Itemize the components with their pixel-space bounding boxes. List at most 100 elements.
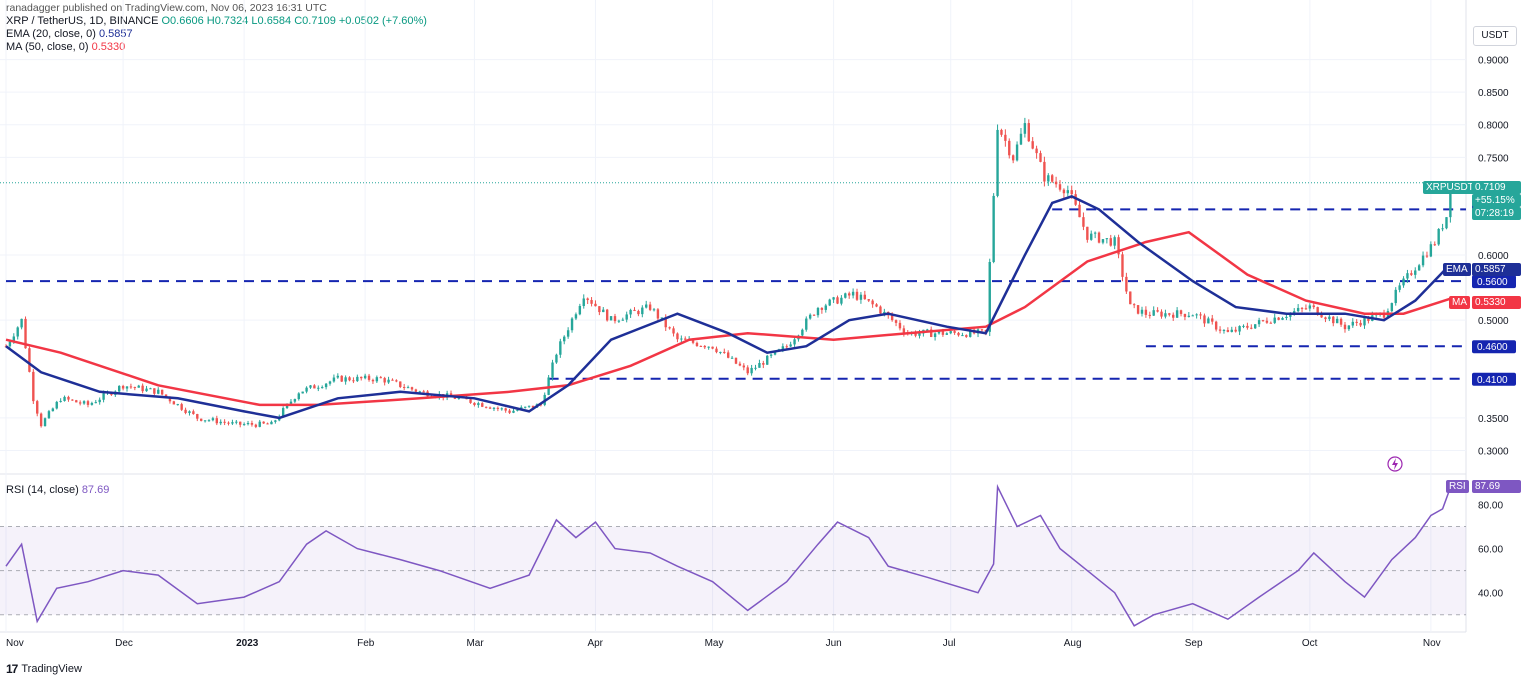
candle-body <box>789 344 792 347</box>
candle-body <box>1031 141 1034 149</box>
price-tick-label: 0.3000 <box>1478 446 1509 457</box>
candle-body <box>969 329 972 337</box>
candle-body <box>723 351 726 353</box>
candle-body <box>340 375 343 382</box>
candle-body <box>391 379 394 381</box>
candle-body <box>699 345 703 347</box>
candle-body <box>980 329 984 331</box>
rsi-legend-value: 87.69 <box>81 484 110 496</box>
candle-body <box>625 314 628 320</box>
candle-body <box>145 388 148 392</box>
candle-body <box>1257 320 1261 325</box>
candle-body <box>1093 232 1097 234</box>
candle-body <box>1000 129 1003 135</box>
candle-body <box>508 410 511 413</box>
candle-body <box>1047 175 1050 182</box>
candle-body <box>1011 155 1015 161</box>
candle-body <box>1195 314 1198 316</box>
candle-body <box>28 348 31 372</box>
candle-body <box>492 407 496 409</box>
candle-body <box>1019 133 1023 145</box>
candle-body <box>863 294 867 300</box>
candle-body <box>1296 307 1300 312</box>
candle-body <box>75 400 78 403</box>
candle-body <box>1187 315 1191 317</box>
candle-body <box>691 339 695 343</box>
candle-body <box>785 346 788 348</box>
candle-body <box>1242 325 1245 327</box>
candle-body <box>812 314 816 316</box>
candle-body <box>215 418 219 424</box>
candle-body <box>1070 190 1073 195</box>
candle-body <box>578 306 582 315</box>
candle-body <box>1355 321 1358 323</box>
candle-body <box>773 350 777 355</box>
candle-body <box>1175 310 1179 318</box>
candle-body <box>125 386 129 389</box>
candle-body <box>918 333 921 336</box>
candle-body <box>157 389 160 394</box>
price-tick-label: 0.3500 <box>1478 414 1509 425</box>
candle-body <box>239 421 242 425</box>
candle-body <box>1250 327 1253 329</box>
rsi-legend[interactable]: RSI (14, close) 87.69 <box>6 484 109 497</box>
candle-body <box>848 293 851 296</box>
candle-body <box>609 316 613 321</box>
candle-body <box>1090 233 1093 240</box>
candle-body <box>94 402 97 404</box>
candle-body <box>313 385 316 389</box>
candle-body <box>317 387 320 389</box>
candle-body <box>356 376 359 382</box>
candle-body <box>684 338 687 340</box>
candle-body <box>1168 313 1171 315</box>
time-tick-label: Aug <box>1064 638 1082 649</box>
candle-body <box>902 328 906 334</box>
time-tick-label: Nov <box>1423 638 1441 649</box>
candle-body <box>199 418 203 421</box>
candle-body <box>500 408 503 410</box>
candle-body <box>664 317 667 328</box>
candle-body <box>1082 217 1085 227</box>
candle-body <box>1332 316 1335 324</box>
candle-body <box>695 342 699 346</box>
candle-body <box>1425 255 1429 257</box>
candle-body <box>12 336 16 342</box>
candle-body <box>1043 161 1046 182</box>
candle-body <box>645 304 648 308</box>
candle-body <box>1152 310 1155 316</box>
candle-body <box>559 341 562 355</box>
candle-body <box>965 335 968 337</box>
candle-body <box>1343 324 1347 330</box>
time-tick-label: Nov <box>6 638 24 649</box>
candle-body <box>51 408 55 412</box>
tradingview-brand[interactable]: 17 TradingView <box>6 662 82 676</box>
candle-body <box>367 375 371 380</box>
candle-body <box>1433 244 1436 246</box>
candle-body <box>1051 175 1054 182</box>
candle-body <box>652 309 656 311</box>
candle-body <box>613 316 617 322</box>
candle-body <box>305 387 308 392</box>
candle-body <box>547 377 550 395</box>
candle-body <box>769 354 773 356</box>
candle-body <box>1414 270 1417 275</box>
ma-legend[interactable]: MA (50, close, 0) 0.5330 <box>6 41 125 54</box>
candle-body <box>621 319 624 321</box>
candle-body <box>1136 305 1140 314</box>
currency-selector[interactable]: USDT <box>1473 26 1517 46</box>
candle-body <box>121 385 125 389</box>
candle-body <box>20 318 23 328</box>
level-tag <box>1472 340 1516 354</box>
candle-body <box>1191 315 1194 317</box>
ema-legend[interactable]: EMA (20, close, 0) 0.5857 <box>6 28 133 41</box>
countdown-tag: 07:28:19 <box>1472 207 1521 220</box>
time-axis: Nov Dec 2023 Feb Mar Apr May Jun Jul Aug Sep Oct Nov <box>6 638 1441 649</box>
candle-body <box>859 294 863 300</box>
candle-body <box>137 385 140 388</box>
candle-body <box>1265 320 1269 323</box>
candle-body <box>168 397 172 402</box>
candle-body <box>1281 317 1284 320</box>
candle-body <box>1035 148 1038 154</box>
candle-body <box>1218 329 1222 331</box>
